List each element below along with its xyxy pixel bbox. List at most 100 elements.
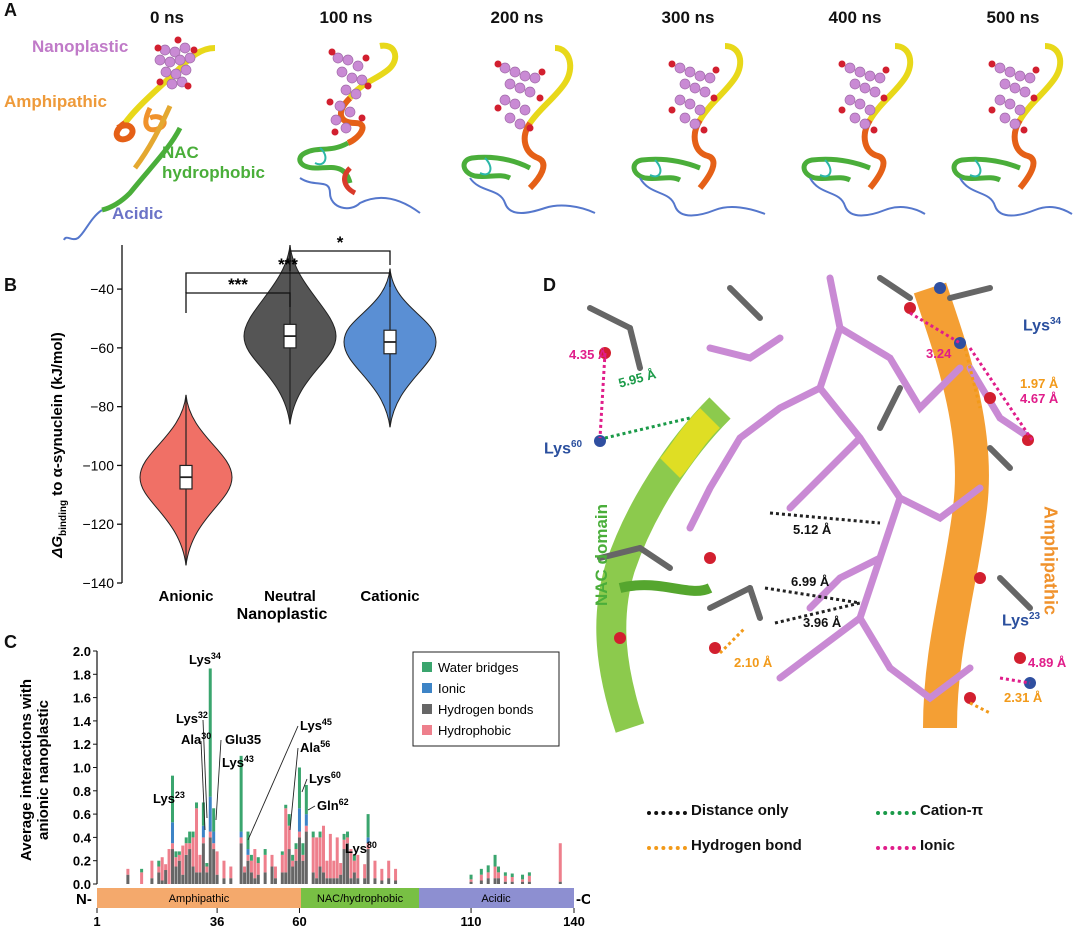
bar-segment: [356, 854, 360, 879]
bar-segment: [177, 854, 181, 861]
bar-segment: [246, 831, 250, 850]
legend-cation-pi: Cation-π: [920, 802, 984, 819]
bar-segment: [177, 860, 181, 884]
annotation-leader: [200, 740, 206, 831]
bar-segment: [301, 843, 305, 855]
bar-segment: [160, 857, 164, 881]
bar-segment: [184, 843, 188, 855]
legend-line-hbond: [647, 846, 687, 850]
bar-segment: [297, 831, 301, 838]
legend-hydrogen-bond: Hydrogen bond: [691, 837, 802, 854]
bar-y-tick-label: 0.6: [73, 807, 91, 822]
annotation-leader: [307, 805, 316, 811]
bar-segment: [270, 866, 274, 884]
bar-segment: [304, 784, 308, 815]
bar-segment: [335, 837, 339, 879]
bar-segment: [479, 868, 483, 875]
bar-segment: [294, 860, 298, 884]
dist-2-31: 2.31 Å: [1004, 690, 1043, 705]
domain-acidic: Acidic: [481, 893, 511, 905]
bar-segment: [363, 864, 367, 879]
dist-5-12: 5.12 Å: [793, 522, 832, 537]
bar-segment: [170, 849, 174, 884]
bar-segment: [195, 808, 199, 873]
bar-segment: [140, 872, 144, 884]
bar-segment: [342, 833, 346, 840]
bar-segment: [273, 866, 277, 879]
label-nac: NAC: [162, 143, 199, 162]
violin-y-tick-label: −80: [90, 399, 114, 415]
bar-segment: [167, 849, 171, 884]
bar-segment: [304, 814, 308, 826]
bar-segment: [342, 839, 346, 850]
violin-axes: −140 −120 −100 −80 −60 −40 Anionic Neutral Catio…: [82, 245, 420, 605]
bar-segment: [201, 825, 205, 838]
bar-segment: [297, 767, 301, 809]
label-nanoplastic: Nanoplastic: [32, 37, 129, 56]
bar-segment: [205, 866, 209, 873]
legend-line-distance: [647, 811, 687, 815]
legend-water: Water bridges: [438, 660, 519, 675]
violin-y-axis-label: ΔGbinding to α-synuclein (kJ/mol): [49, 332, 69, 558]
bar-segment: [191, 866, 195, 884]
bar-segment: [352, 872, 356, 884]
bar-segment: [280, 854, 284, 873]
bar-segment: [212, 843, 216, 850]
bar-segment: [346, 837, 350, 844]
bar-segment: [253, 849, 257, 879]
bar-segment: [174, 857, 178, 867]
bar-segment: [356, 878, 360, 884]
frame-title-5: 500 ns: [986, 8, 1040, 27]
bar-segment: [366, 843, 370, 850]
annotation-leader: [301, 778, 308, 793]
bar-segment: [486, 865, 490, 873]
violin-category-label: Anionic: [159, 588, 214, 605]
bar-segment: [349, 878, 353, 884]
bar-segment: [291, 866, 295, 884]
bar-segment: [394, 880, 398, 884]
bar-segment: [366, 849, 370, 884]
bar-segment: [280, 872, 284, 884]
bar-segment: [263, 854, 267, 873]
bar-segment: [256, 863, 260, 875]
domain-label-amphipathic: Amphipathic: [1040, 505, 1061, 615]
dist-4-67: 4.67 Å: [1020, 391, 1059, 406]
annotation-leader: [289, 747, 299, 831]
significance-bracket: [185, 272, 391, 293]
bar-segment: [366, 837, 370, 844]
bar-segment: [527, 875, 531, 882]
bar-segment: [243, 872, 247, 884]
bar-segment: [332, 860, 336, 879]
label-acidic: Acidic: [112, 204, 164, 223]
bar-segment: [249, 860, 253, 873]
frame-title-2: 200 ns: [490, 8, 544, 27]
snapshot-100ns: [297, 42, 421, 214]
bar-segment: [493, 866, 497, 879]
bar-y-tick-label: 1.2: [73, 737, 91, 752]
bar-segment: [479, 874, 483, 881]
n-terminus: N-: [76, 891, 92, 908]
residue-annotation: Ala30: [181, 731, 211, 747]
bar-segment: [297, 808, 301, 832]
bar-segment: [273, 878, 277, 884]
bar-y-tick-label: 0.0: [73, 877, 91, 892]
violin-marks: [139, 244, 437, 566]
bar-segment: [366, 814, 370, 838]
bar-segment: [215, 874, 219, 884]
bar-segment: [287, 814, 291, 826]
violin-y-tick-label: −100: [82, 457, 114, 473]
bar-segment: [239, 831, 243, 838]
legend-swatch-ionic: [422, 683, 432, 693]
bar-segment: [315, 837, 319, 879]
bar-segment: [253, 878, 257, 884]
domain-amphipathic: Amphipathic: [169, 893, 230, 905]
bar-segment: [140, 868, 144, 873]
bar-segment: [164, 870, 168, 884]
bar-segment: [191, 831, 195, 838]
bar-segment: [510, 873, 514, 878]
bar-segment: [249, 854, 253, 861]
bar-segment: [212, 831, 216, 844]
bar-segment: [263, 872, 267, 884]
bar-segment: [380, 868, 384, 881]
bar-segment: [198, 872, 202, 884]
